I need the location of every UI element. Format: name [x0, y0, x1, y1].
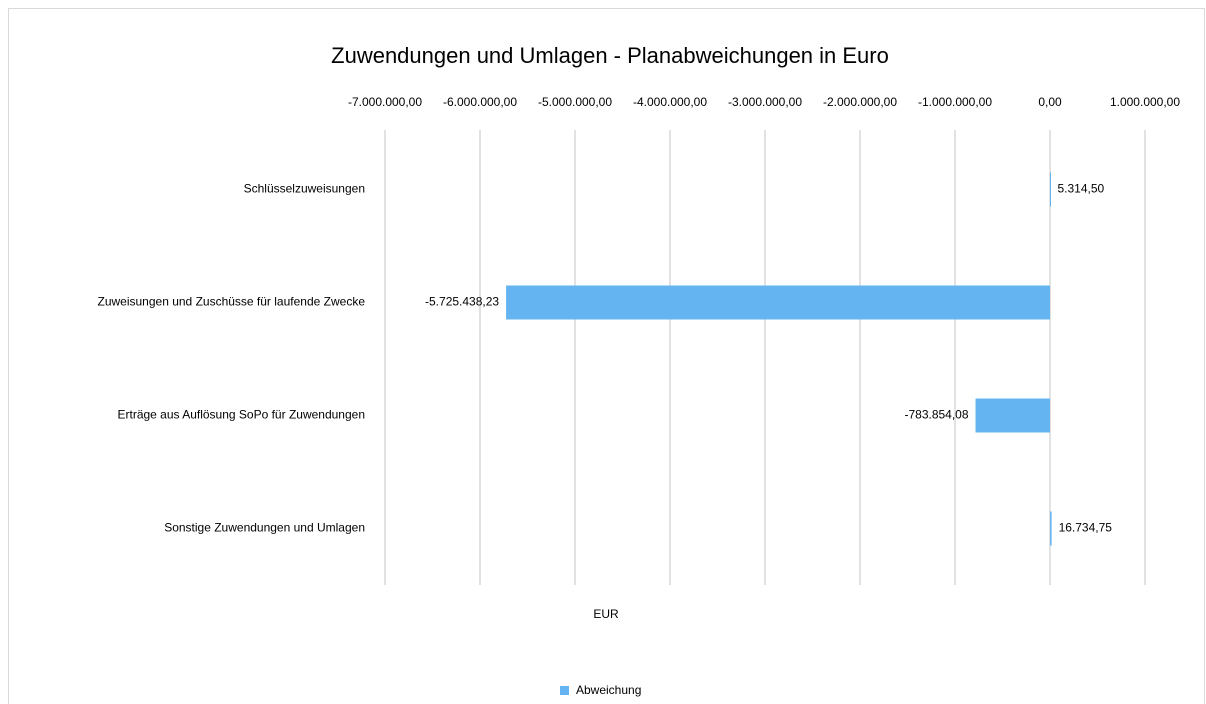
chart-title: Zuwendungen und Umlagen - Planabweichung… — [331, 43, 889, 68]
x-tick-label: -3.000.000,00 — [728, 95, 802, 109]
y-tick-label: Sonstige Zuwendungen und Umlagen — [164, 521, 365, 535]
y-tick-label: Schlüsselzuweisungen — [244, 182, 365, 196]
legend-swatch — [560, 686, 569, 695]
x-axis-title: EUR — [593, 607, 619, 621]
x-tick-label: 0,00 — [1038, 95, 1062, 109]
x-tick-label: -7.000.000,00 — [348, 95, 422, 109]
x-tick-label: -5.000.000,00 — [538, 95, 612, 109]
legend-label: Abweichung — [576, 683, 641, 697]
x-tick-label: -1.000.000,00 — [918, 95, 992, 109]
x-tick-label: -6.000.000,00 — [443, 95, 517, 109]
data-label: 5.314,50 — [1058, 182, 1105, 196]
data-label: -783.854,08 — [904, 408, 968, 422]
y-tick-label: Zuweisungen und Zuschüsse für laufende Z… — [98, 295, 366, 309]
data-label: 16.734,75 — [1059, 521, 1113, 535]
x-tick-label: 1.000.000,00 — [1110, 95, 1180, 109]
bar — [506, 285, 1050, 320]
bar — [1050, 172, 1051, 207]
bar — [1050, 511, 1052, 546]
x-tick-label: -4.000.000,00 — [633, 95, 707, 109]
x-tick-label: -2.000.000,00 — [823, 95, 897, 109]
bar — [975, 398, 1050, 433]
y-tick-label: Erträge aus Auflösung SoPo für Zuwendung… — [118, 408, 366, 422]
chart-border — [8, 8, 1205, 704]
data-label: -5.725.438,23 — [425, 295, 499, 309]
